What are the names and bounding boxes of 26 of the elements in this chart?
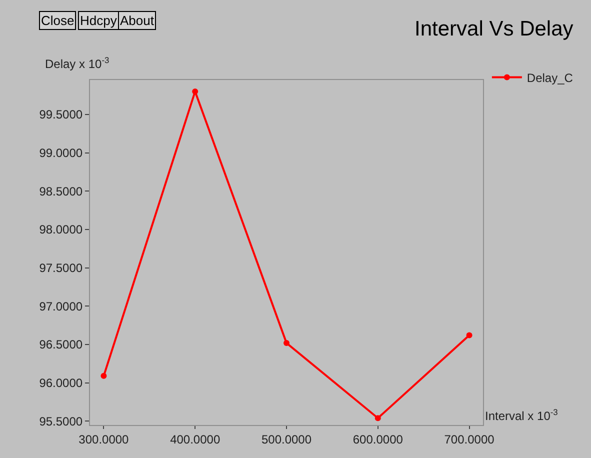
point (374, 415, 381, 422)
y-tick-label: 97.5000 (39, 261, 83, 276)
x-tick-label: 500.0000 (261, 432, 312, 446)
y-tick-label: 96.0000 (39, 376, 83, 390)
point (284, 340, 290, 346)
chart-title: Interval Vs Delay (414, 17, 574, 40)
point (192, 88, 198, 94)
y-axis-title: Delay x 10$^{-3}$ (45, 55, 110, 72)
text: About (120, 13, 154, 28)
text: Hdcpy (80, 13, 118, 28)
point (466, 332, 472, 338)
y-tick-label: 98.5000 (39, 184, 83, 198)
text: Close (41, 13, 74, 28)
x-tick-label: 400.0000 (170, 432, 220, 446)
x-tick-label: 700.0000 (444, 432, 495, 446)
legend-label: Delay_C (526, 70, 574, 85)
y-tick-label: 95.5000 (39, 414, 83, 428)
x-axis-title: Interval x 10$^{-3}$ (485, 407, 558, 424)
y-tick-label: 99.5000 (39, 108, 83, 122)
x-tick-label: 600.0000 (352, 432, 404, 446)
x-tick-label: 300.0000 (78, 432, 130, 446)
y-tick-label: 99.0000 (39, 146, 83, 160)
point (100, 372, 107, 379)
y-tick-label: 97.0000 (39, 299, 83, 314)
y-tick-label: 98.0000 (39, 222, 83, 237)
y-tick-label: 96.5000 (39, 338, 83, 352)
